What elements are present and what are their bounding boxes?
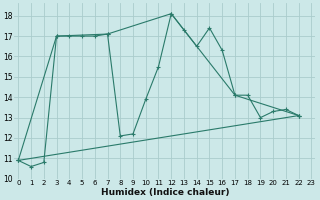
X-axis label: Humidex (Indice chaleur): Humidex (Indice chaleur)	[100, 188, 229, 197]
